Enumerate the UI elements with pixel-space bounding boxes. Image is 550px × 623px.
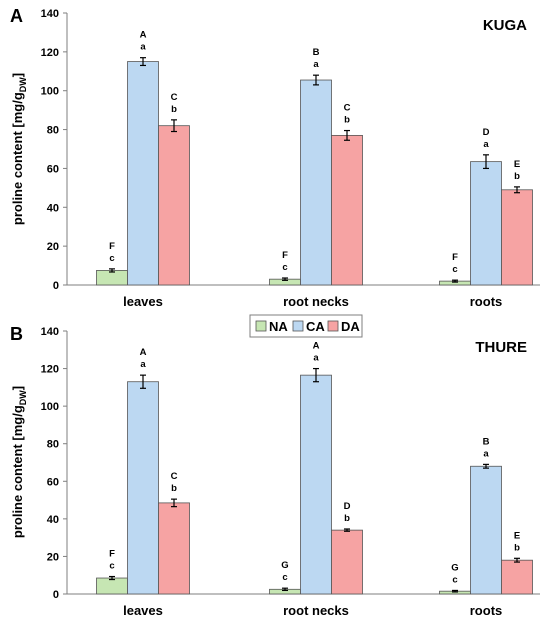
y-tick-label: 60 [47, 163, 59, 175]
bar-ca [470, 161, 502, 286]
bar-ca [127, 381, 159, 595]
y-tick-label: 120 [41, 364, 59, 376]
category-label: root necks [283, 294, 349, 309]
significance-upper: A [140, 347, 147, 358]
significance-lower: b [344, 115, 350, 126]
legend-label-da: DA [341, 319, 360, 334]
significance-lower: c [452, 574, 457, 585]
bar-ca [300, 374, 332, 595]
y-tick-label: 100 [41, 86, 59, 98]
bar-ca [470, 465, 502, 595]
significance-lower: c [282, 262, 287, 273]
significance-upper: F [282, 250, 288, 261]
bar-na [96, 270, 128, 286]
significance-lower: c [452, 264, 457, 275]
y-tick-label: 140 [41, 326, 59, 338]
significance-upper: G [281, 560, 288, 571]
significance-upper: C [171, 92, 178, 103]
category-label: leaves [123, 603, 163, 618]
significance-lower: c [109, 253, 114, 264]
y-tick-label: 20 [47, 551, 59, 563]
y-tick-label: 20 [47, 241, 59, 253]
y-tick-label: 0 [53, 589, 59, 601]
bar-ca [127, 61, 159, 286]
significance-upper: A [140, 30, 147, 41]
panel-letter: A [10, 6, 23, 26]
legend-swatch-na [255, 320, 267, 332]
significance-upper: C [171, 471, 178, 482]
significance-upper: A [313, 341, 320, 352]
significance-upper: E [514, 530, 520, 541]
significance-upper: B [313, 47, 320, 58]
bar-da [158, 125, 190, 286]
y-tick-label: 80 [47, 125, 59, 137]
significance-lower: b [514, 171, 520, 182]
significance-lower: c [109, 561, 114, 572]
y-tick-label: 120 [41, 47, 59, 59]
legend-swatch-da [327, 320, 339, 332]
y-tick-label: 100 [41, 401, 59, 413]
y-tick-label: 140 [41, 8, 59, 20]
legend-label-na: NA [269, 319, 288, 334]
significance-lower: b [514, 542, 520, 553]
y-tick-label: 80 [47, 439, 59, 451]
significance-lower: a [140, 42, 146, 53]
panel-letter: B [10, 324, 23, 344]
significance-lower: c [282, 572, 287, 583]
legend-swatch-ca [292, 320, 304, 332]
panel-title: KUGA [483, 17, 527, 34]
significance-upper: D [483, 127, 490, 138]
significance-upper: C [344, 103, 351, 114]
significance-lower: a [483, 448, 489, 459]
significance-lower: b [171, 483, 177, 494]
significance-upper: E [514, 159, 520, 170]
significance-lower: b [344, 513, 350, 524]
significance-lower: a [313, 59, 319, 70]
y-tick-label: 40 [47, 514, 59, 526]
legend-label-ca: CA [306, 319, 325, 334]
significance-upper: G [451, 562, 458, 573]
bar-da [158, 502, 190, 595]
significance-upper: D [344, 501, 351, 512]
panel-title: THURE [475, 339, 527, 356]
category-label: roots [470, 294, 503, 309]
y-tick-label: 0 [53, 280, 59, 292]
significance-lower: a [483, 139, 489, 150]
legend-box [249, 314, 363, 338]
panel-b: B THURE 0 20 40 60 80 100 120 140 proline content … [10, 324, 540, 618]
y-axis-label: proline content [mg/gDW] [10, 386, 28, 538]
y-tick-label: 60 [47, 476, 59, 488]
bar-da [331, 134, 363, 286]
significance-upper: F [109, 241, 115, 252]
significance-lower: a [140, 359, 146, 370]
category-label: root necks [283, 603, 349, 618]
significance-upper: B [483, 436, 490, 447]
y-tick-label: 40 [47, 202, 59, 214]
significance-lower: b [171, 104, 177, 115]
bar-da [331, 529, 363, 595]
legend: NA CA DA [249, 314, 363, 338]
significance-lower: a [313, 353, 319, 364]
bar-da [501, 189, 533, 286]
significance-upper: F [109, 549, 115, 560]
y-axis-label: proline content [mg/gDW] [10, 73, 28, 225]
category-label: roots [470, 603, 503, 618]
bar-na [96, 577, 128, 595]
panel-a: A KUGA 0 20 40 60 80 100 120 140 proline content [… [10, 6, 540, 309]
bar-da [501, 559, 533, 595]
significance-upper: F [452, 252, 458, 263]
category-label: leaves [123, 294, 163, 309]
bar-ca [300, 79, 332, 286]
